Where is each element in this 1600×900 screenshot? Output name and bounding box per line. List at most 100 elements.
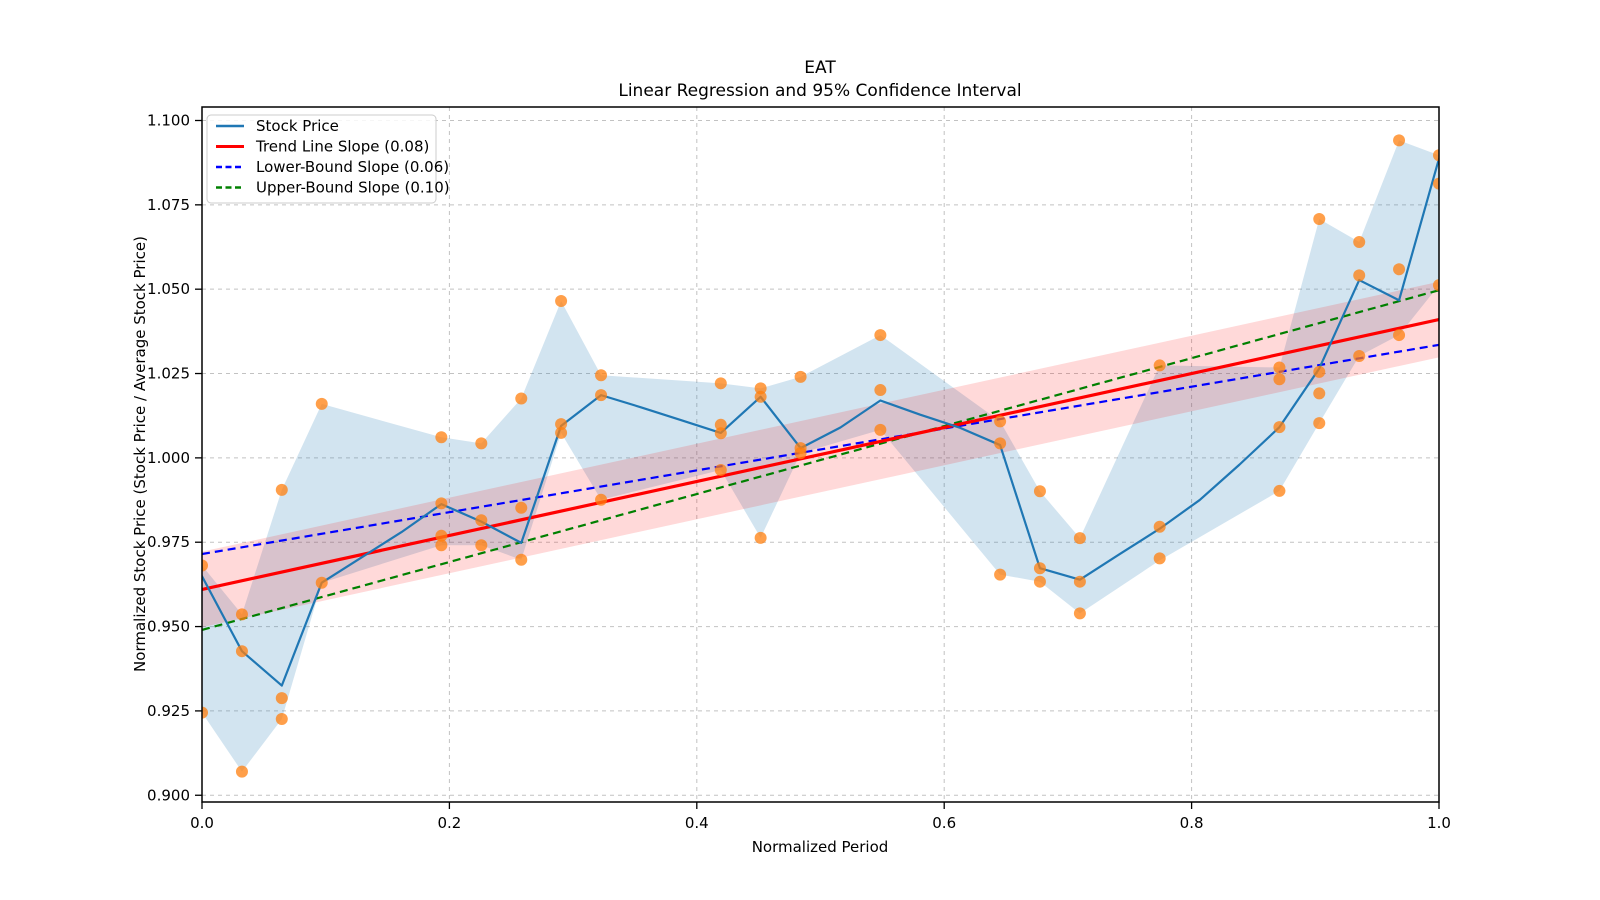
scatter-point bbox=[275, 713, 288, 726]
scatter-point bbox=[754, 390, 767, 403]
legend-label: Upper-Bound Slope (0.10) bbox=[256, 179, 450, 197]
series-lines-layer bbox=[202, 157, 1439, 687]
y-tick-label: 1.100 bbox=[147, 111, 190, 129]
scatter-point bbox=[994, 415, 1007, 428]
legend-box bbox=[206, 114, 437, 204]
scatter-point bbox=[1393, 329, 1406, 342]
scatter-point bbox=[1433, 279, 1439, 292]
scatter-point bbox=[874, 384, 887, 397]
scatter-point bbox=[435, 497, 448, 510]
grid-layer bbox=[201, 107, 1440, 802]
scatter-point bbox=[1353, 235, 1366, 248]
legend-item-stock-price: Stock Price bbox=[216, 117, 339, 135]
scatter-point bbox=[1273, 361, 1286, 374]
scatter-point bbox=[1153, 359, 1166, 372]
scatter-point bbox=[595, 389, 608, 402]
scatter-point bbox=[714, 427, 727, 440]
trend-line bbox=[202, 317, 1439, 592]
scatter-point bbox=[714, 377, 727, 390]
y-tick-label: 0.975 bbox=[147, 533, 190, 551]
ticks-layer: 0.900 0.925 0.950 0.975 1.000 1.025 1.050 1.075… bbox=[147, 111, 1451, 832]
scatter-point bbox=[794, 370, 807, 383]
scatter-point bbox=[714, 464, 727, 477]
scatter-point bbox=[754, 382, 767, 395]
legend: Stock Price Trend Line Slope (0.08) Lowe… bbox=[206, 114, 450, 204]
scatter-point bbox=[754, 531, 767, 544]
x-tick-label: 0.2 bbox=[437, 814, 461, 832]
scatter-point bbox=[475, 514, 488, 527]
scatter-point bbox=[1153, 552, 1166, 565]
scatter-point bbox=[435, 431, 448, 444]
scatter-point bbox=[1313, 365, 1326, 378]
scatter-point bbox=[235, 645, 248, 658]
legend-label: Lower-Bound Slope (0.06) bbox=[256, 158, 449, 176]
scatter-point bbox=[1313, 387, 1326, 400]
y-axis-label: Normalized Stock Price (Stock Price / Av… bbox=[131, 236, 149, 672]
scatter-point bbox=[1393, 263, 1406, 276]
scatter-point bbox=[202, 559, 208, 572]
scatter-point bbox=[1353, 349, 1366, 362]
scatter-point bbox=[515, 392, 528, 405]
scatter-point bbox=[275, 483, 288, 496]
scatter-point bbox=[235, 608, 248, 621]
legend-item-upper-bound: Upper-Bound Slope (0.10) bbox=[216, 179, 450, 197]
scatter-point bbox=[874, 423, 887, 436]
scatter-point bbox=[994, 568, 1007, 581]
y-tick-label: 0.950 bbox=[147, 618, 190, 636]
scatter-point bbox=[595, 493, 608, 506]
scatter-point bbox=[994, 437, 1007, 450]
scatter-point bbox=[1353, 269, 1366, 282]
scatter-point bbox=[275, 692, 288, 705]
scatter-point bbox=[1273, 421, 1286, 434]
lower-bound-line bbox=[202, 343, 1439, 556]
scatter-point bbox=[1433, 149, 1439, 162]
legend-item-trend-line: Trend Line Slope (0.08) bbox=[216, 138, 429, 156]
scatter-point bbox=[475, 437, 488, 450]
legend-label: Trend Line Slope (0.08) bbox=[255, 138, 429, 156]
scatter-point bbox=[1433, 177, 1439, 190]
scatter-point bbox=[315, 576, 328, 589]
scatter-point bbox=[555, 418, 568, 431]
legend-item-lower-bound: Lower-Bound Slope (0.06) bbox=[216, 158, 449, 176]
scatter-point bbox=[1393, 134, 1406, 147]
scatter-point bbox=[794, 447, 807, 460]
x-tick-label: 0.6 bbox=[932, 814, 956, 832]
y-tick-label: 1.075 bbox=[147, 196, 190, 214]
scatter-point bbox=[1033, 485, 1046, 498]
scatter-point bbox=[515, 553, 528, 566]
scatter-layer bbox=[202, 134, 1439, 778]
scatter-point bbox=[315, 397, 328, 410]
x-tick-label: 0.0 bbox=[190, 814, 214, 832]
chart-title: EAT bbox=[804, 58, 836, 78]
y-tick-label: 1.050 bbox=[147, 280, 190, 298]
chart-subtitle: Linear Regression and 95% Confidence Int… bbox=[618, 81, 1021, 101]
y-tick-label: 0.900 bbox=[147, 786, 190, 804]
scatter-point bbox=[1073, 607, 1086, 620]
legend-label: Stock Price bbox=[256, 117, 339, 135]
scatter-point bbox=[714, 418, 727, 431]
scatter-point bbox=[235, 765, 248, 778]
y-tick-label: 0.925 bbox=[147, 702, 190, 720]
scatter-point bbox=[515, 501, 528, 514]
upper-bound-line bbox=[202, 289, 1439, 631]
x-tick-label: 0.4 bbox=[685, 814, 709, 832]
scatter-point bbox=[475, 539, 488, 552]
stock-price-line bbox=[202, 157, 1439, 687]
scatter-point bbox=[874, 329, 887, 342]
scatter-point bbox=[435, 539, 448, 552]
scatter-point bbox=[435, 529, 448, 542]
x-tick-label: 0.8 bbox=[1180, 814, 1204, 832]
x-axis-label: Normalized Period bbox=[752, 838, 889, 856]
scatter-point bbox=[1073, 575, 1086, 588]
scatter-point bbox=[1313, 213, 1326, 226]
scatter-point bbox=[1313, 417, 1326, 430]
scatter-point bbox=[1033, 562, 1046, 575]
scatter-point bbox=[1153, 520, 1166, 533]
scatter-point bbox=[555, 426, 568, 439]
stock-price-confidence-band bbox=[202, 140, 1439, 772]
scatter-point bbox=[1273, 373, 1286, 386]
y-tick-label: 1.025 bbox=[147, 365, 190, 383]
scatter-point bbox=[595, 369, 608, 382]
